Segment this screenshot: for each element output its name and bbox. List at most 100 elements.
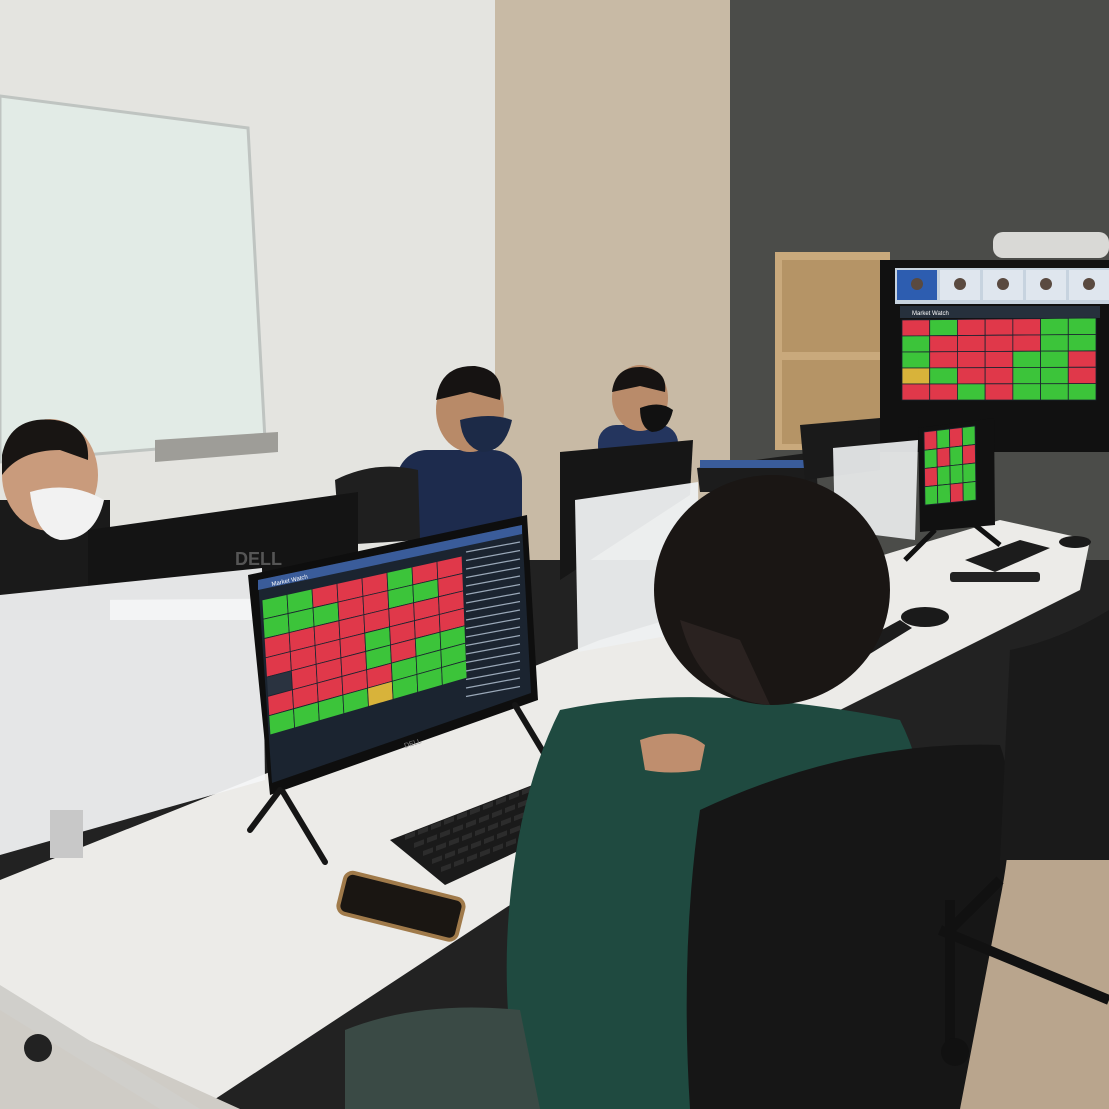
rear-monitor-screen-edge — [700, 460, 812, 468]
heatmap-cell — [929, 351, 958, 369]
heatmap-cell — [1012, 318, 1041, 336]
heatmap-cell — [929, 367, 958, 385]
tv-app-title: Market Watch — [912, 311, 949, 317]
participant-avatar — [911, 278, 923, 290]
news-line — [465, 609, 521, 621]
heatmap-cell — [962, 481, 977, 502]
heatmap-cell — [1012, 350, 1041, 368]
news-line — [465, 541, 521, 553]
heatmap-cell — [923, 448, 938, 469]
key — [466, 819, 476, 829]
news-line — [465, 660, 521, 672]
heatmap-cell — [1012, 334, 1041, 352]
news-line — [465, 685, 521, 698]
key — [467, 853, 477, 863]
news-line — [465, 558, 521, 570]
key — [510, 825, 520, 835]
key — [453, 824, 463, 834]
key — [449, 837, 459, 847]
mouse-far — [1059, 536, 1091, 548]
heatmap-cell — [924, 484, 939, 506]
heatmap-cell — [984, 350, 1014, 369]
heatmap-cell — [1040, 317, 1069, 336]
news-line — [465, 566, 521, 579]
heatmap-cell — [957, 318, 986, 336]
heatmap-cell — [962, 462, 977, 484]
news-line — [465, 617, 521, 630]
heatmap-cell — [984, 383, 1014, 401]
news-line — [465, 634, 521, 647]
heatmap-cell — [957, 334, 986, 353]
person-middle — [397, 365, 522, 545]
chair-wheel-left — [24, 1034, 52, 1062]
heatmap-cell — [901, 335, 931, 353]
key — [483, 801, 493, 811]
heatmap-cell — [984, 318, 1014, 336]
key — [497, 830, 507, 840]
heatmap-cell — [961, 425, 976, 447]
heatmap-cell — [1012, 383, 1041, 401]
key — [432, 855, 442, 865]
news-line — [465, 575, 521, 587]
conference-camera — [993, 232, 1109, 258]
heatmap-cell — [1012, 367, 1041, 385]
desk-edge — [0, 985, 200, 1109]
chair-wheel — [941, 1038, 969, 1066]
smartphone — [336, 870, 466, 942]
chair-base — [938, 876, 1109, 1050]
key — [505, 804, 515, 814]
tv-heatmap — [901, 317, 1097, 401]
news-line — [465, 626, 521, 638]
heatmap-cell — [949, 463, 964, 485]
keyboard-right — [965, 540, 1050, 572]
video-call-tiles — [897, 270, 1109, 300]
participant-avatar — [997, 278, 1009, 290]
key — [431, 821, 441, 831]
news-line — [465, 643, 521, 655]
heatmap-cell — [929, 383, 958, 401]
shelf-compartment — [782, 260, 882, 352]
key — [454, 858, 464, 868]
key — [493, 843, 503, 853]
heatmap-cell — [1040, 334, 1069, 352]
key — [479, 814, 489, 824]
key — [444, 816, 454, 826]
heatmap-cell — [937, 483, 951, 505]
heatmap-cell — [1067, 383, 1097, 401]
heatmap-cell — [923, 430, 938, 451]
mouse-right — [901, 607, 949, 627]
key — [514, 812, 524, 822]
key — [458, 845, 468, 855]
key — [480, 848, 490, 858]
key — [506, 838, 516, 848]
key — [509, 791, 519, 801]
key — [522, 786, 532, 796]
participant-avatar — [1040, 278, 1052, 290]
key — [492, 809, 502, 819]
whiteboard — [0, 94, 267, 464]
key — [475, 827, 485, 837]
news-line — [465, 677, 521, 689]
heatmap-cell — [957, 351, 986, 369]
key — [441, 863, 451, 873]
heatmap-cell — [1067, 350, 1097, 368]
heatmap-cell — [441, 660, 468, 686]
key — [501, 817, 511, 827]
heatmap-cell — [901, 383, 931, 401]
heatmap-cell — [1067, 317, 1097, 336]
key — [436, 842, 446, 852]
news-line — [465, 592, 521, 604]
heatmap-cell — [949, 482, 964, 503]
participant-avatar — [1083, 278, 1095, 290]
key — [471, 840, 481, 850]
desk-divider-left — [0, 568, 265, 855]
heatmap-cell — [901, 319, 931, 337]
tv-app-bar — [900, 306, 1100, 318]
key — [462, 832, 472, 842]
heatmap-cell — [936, 465, 951, 486]
office-chair-right — [1000, 610, 1109, 860]
news-line — [465, 583, 521, 596]
heatmap-cell — [1067, 366, 1097, 385]
key — [457, 811, 467, 821]
